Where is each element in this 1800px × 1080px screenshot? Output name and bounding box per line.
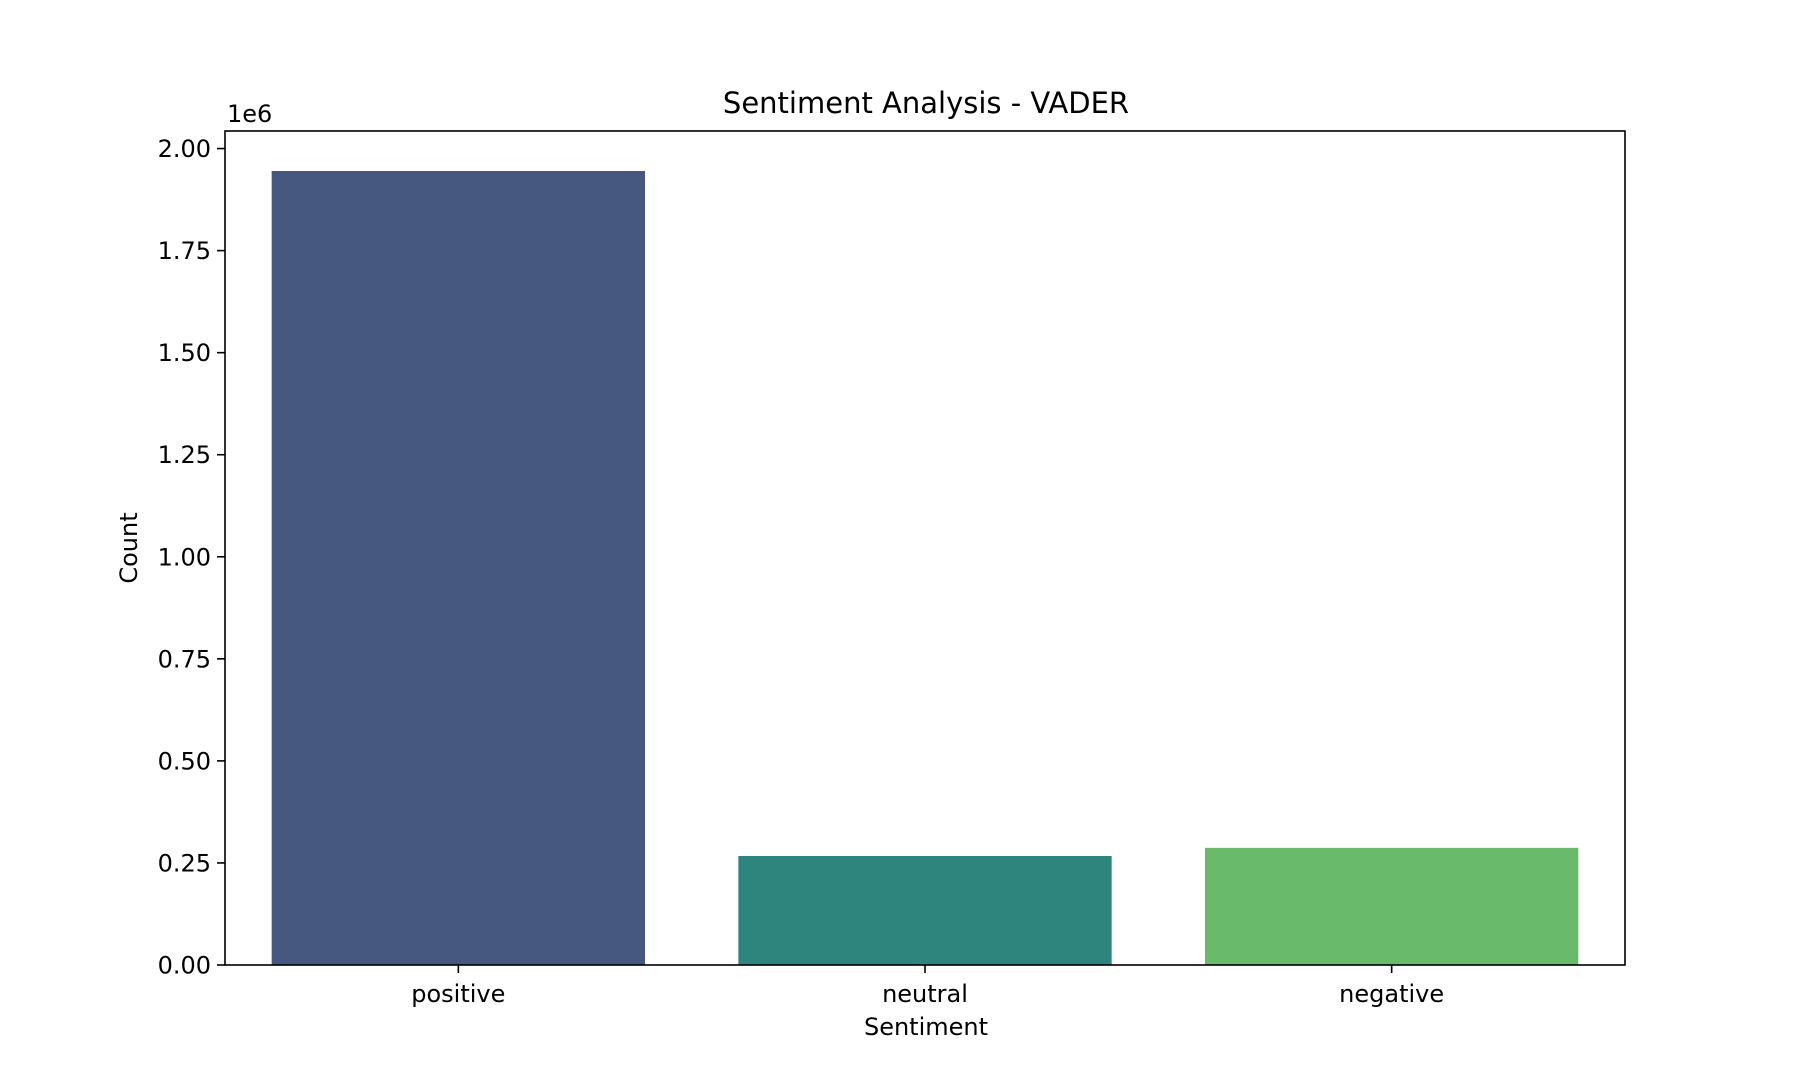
- y-tick-label: 1.25: [158, 441, 211, 469]
- bar-negative: [1205, 847, 1579, 965]
- bar-neutral: [738, 856, 1112, 965]
- y-offset-label: 1e6: [227, 100, 272, 128]
- y-tick-label: 0.50: [158, 747, 211, 775]
- y-tick-label: 0.00: [158, 952, 211, 980]
- x-tick-label-negative: negative: [1339, 980, 1444, 1008]
- x-axis-label: Sentiment: [864, 1013, 988, 1041]
- y-axis: 0.00 0.25 0.50 0.75 1.00 1.25 1.50 1.75 2.00: [158, 135, 225, 980]
- x-tick-label-positive: positive: [411, 980, 505, 1008]
- y-axis-label: Count: [115, 512, 143, 583]
- bar-positive: [271, 171, 645, 966]
- y-tick-label: 2.00: [158, 135, 211, 163]
- y-tick-label: 0.75: [158, 645, 211, 673]
- bars-layer: [271, 171, 1579, 966]
- x-tick-label-neutral: neutral: [882, 980, 968, 1008]
- y-tick-label: 1.00: [158, 543, 211, 571]
- x-axis: positive neutral negative: [411, 965, 1444, 1008]
- y-tick-label: 0.25: [158, 849, 211, 877]
- chart-title: Sentiment Analysis - VADER: [723, 86, 1129, 120]
- y-tick-label: 1.50: [158, 339, 211, 367]
- y-tick-label: 1.75: [158, 237, 211, 265]
